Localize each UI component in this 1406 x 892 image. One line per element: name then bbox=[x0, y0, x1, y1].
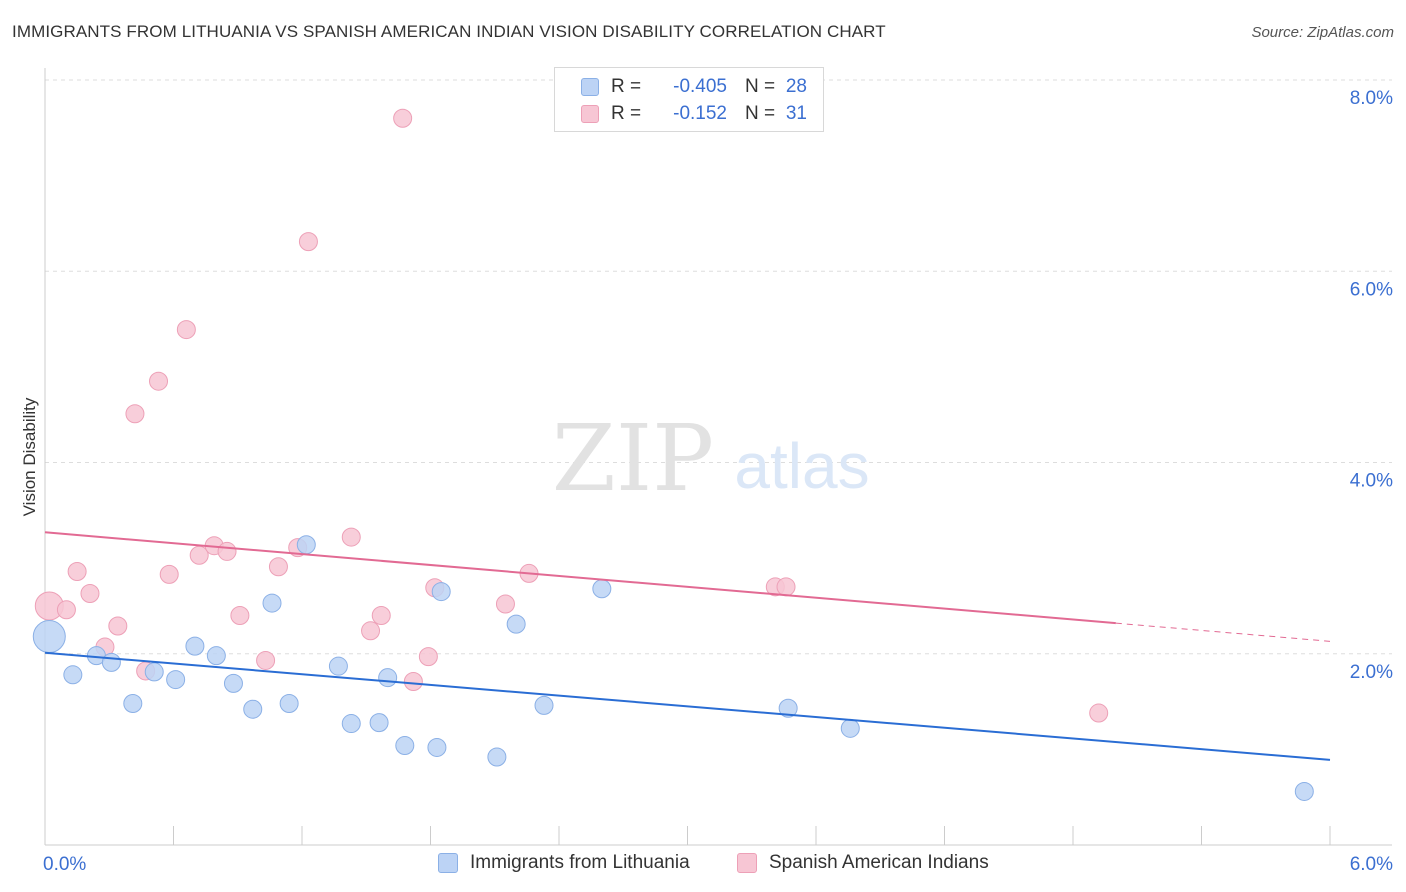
data-point[interactable] bbox=[776, 577, 796, 597]
data-point[interactable] bbox=[63, 665, 83, 685]
series-immigrants-from-lithuania bbox=[32, 535, 1314, 801]
trend-line-lithuania bbox=[44, 651, 1331, 761]
r-label: R = bbox=[611, 76, 642, 97]
data-point[interactable] bbox=[56, 600, 76, 620]
data-point[interactable] bbox=[361, 621, 381, 641]
n-value: 28 bbox=[785, 76, 807, 97]
data-point[interactable] bbox=[403, 671, 423, 691]
data-point[interactable] bbox=[217, 541, 237, 561]
data-point[interactable] bbox=[298, 232, 318, 252]
data-point[interactable] bbox=[378, 668, 398, 688]
data-point[interactable] bbox=[159, 564, 179, 584]
data-point[interactable] bbox=[108, 616, 128, 636]
data-point[interactable] bbox=[243, 699, 263, 719]
y-tick-label: 8.0% bbox=[1350, 88, 1393, 109]
data-point[interactable] bbox=[144, 662, 164, 682]
stats-legend: R = -0.405 N = 28 R = -0.152 N = 31 bbox=[554, 67, 824, 132]
y-tick-label: 2.0% bbox=[1350, 662, 1393, 683]
data-point[interactable] bbox=[427, 737, 447, 757]
data-point[interactable] bbox=[418, 647, 438, 667]
data-point[interactable] bbox=[506, 614, 526, 634]
legend-label: Immigrants from Lithuania bbox=[470, 852, 690, 873]
data-point[interactable] bbox=[328, 656, 348, 676]
source-label: Source: ZipAtlas.com bbox=[1251, 24, 1394, 41]
y-tick-label: 6.0% bbox=[1350, 279, 1393, 300]
trend-lines bbox=[44, 531, 1331, 761]
data-point[interactable] bbox=[230, 606, 250, 625]
stats-row-spanish: R = -0.152 N = 31 bbox=[581, 102, 807, 126]
n-label: N = bbox=[745, 103, 776, 124]
legend-swatch-blue bbox=[438, 853, 458, 873]
data-point[interactable] bbox=[778, 698, 798, 718]
data-point[interactable] bbox=[296, 535, 316, 555]
data-point[interactable] bbox=[1089, 703, 1109, 723]
legend-swatch-pink bbox=[737, 853, 757, 873]
r-value: -0.152 bbox=[673, 103, 727, 124]
data-point[interactable] bbox=[369, 713, 389, 733]
r-label: R = bbox=[611, 103, 642, 124]
data-point[interactable] bbox=[166, 670, 186, 690]
series-legend: Immigrants from Lithuania Spanish Americ… bbox=[0, 852, 1406, 878]
data-point[interactable] bbox=[371, 606, 391, 625]
data-point[interactable] bbox=[149, 371, 169, 391]
watermark-atlas: atlas bbox=[734, 430, 869, 502]
data-point[interactable] bbox=[123, 693, 143, 713]
legend-label: Spanish American Indians bbox=[769, 852, 989, 873]
data-point[interactable] bbox=[341, 714, 361, 734]
legend-swatch-pink bbox=[581, 105, 599, 123]
axes bbox=[44, 68, 1392, 846]
tick-labels: 2.0% 4.0% 6.0% 8.0% 0.0% 6.0% bbox=[43, 88, 1393, 875]
data-point[interactable] bbox=[125, 404, 145, 424]
data-point[interactable] bbox=[101, 652, 121, 672]
data-point[interactable] bbox=[67, 562, 87, 582]
data-point[interactable] bbox=[592, 579, 612, 599]
watermark: ZIP atlas bbox=[552, 405, 870, 512]
trend-line-spanish bbox=[44, 531, 1116, 625]
data-point[interactable] bbox=[80, 584, 100, 604]
data-point[interactable] bbox=[431, 582, 451, 602]
chart-title: IMMIGRANTS FROM LITHUANIA VS SPANISH AME… bbox=[12, 22, 886, 41]
data-point[interactable] bbox=[341, 527, 361, 547]
trend-line-spanish-extrapolated bbox=[1115, 622, 1331, 642]
data-point[interactable] bbox=[279, 693, 299, 713]
n-value: 31 bbox=[785, 103, 807, 124]
legend-swatch-blue bbox=[581, 78, 599, 96]
y-tick-label: 4.0% bbox=[1350, 471, 1393, 492]
data-point[interactable] bbox=[32, 620, 66, 654]
data-point[interactable] bbox=[176, 320, 196, 340]
data-point[interactable] bbox=[534, 695, 554, 715]
data-point[interactable] bbox=[487, 747, 507, 767]
data-point[interactable] bbox=[268, 557, 288, 577]
legend-item-lithuania[interactable]: Immigrants from Lithuania bbox=[438, 852, 690, 874]
data-point[interactable] bbox=[185, 636, 205, 656]
x-tick-label: 0.0% bbox=[43, 854, 86, 875]
data-point[interactable] bbox=[223, 673, 243, 693]
r-value: -0.405 bbox=[673, 76, 727, 97]
n-label: N = bbox=[745, 76, 776, 97]
x-tick-label: 6.0% bbox=[1350, 854, 1393, 875]
data-point[interactable] bbox=[206, 646, 226, 666]
data-point[interactable] bbox=[840, 718, 860, 738]
data-point[interactable] bbox=[495, 594, 515, 614]
stats-row-lithuania: R = -0.405 N = 28 bbox=[581, 75, 807, 99]
data-point[interactable] bbox=[395, 736, 415, 756]
data-point[interactable] bbox=[393, 108, 413, 128]
data-point[interactable] bbox=[256, 650, 276, 670]
legend-item-spanish[interactable]: Spanish American Indians bbox=[737, 852, 989, 874]
watermark-zip: ZIP bbox=[552, 405, 714, 512]
data-point[interactable] bbox=[262, 593, 282, 613]
gridlines bbox=[45, 79, 1392, 655]
data-point[interactable] bbox=[1294, 781, 1314, 801]
